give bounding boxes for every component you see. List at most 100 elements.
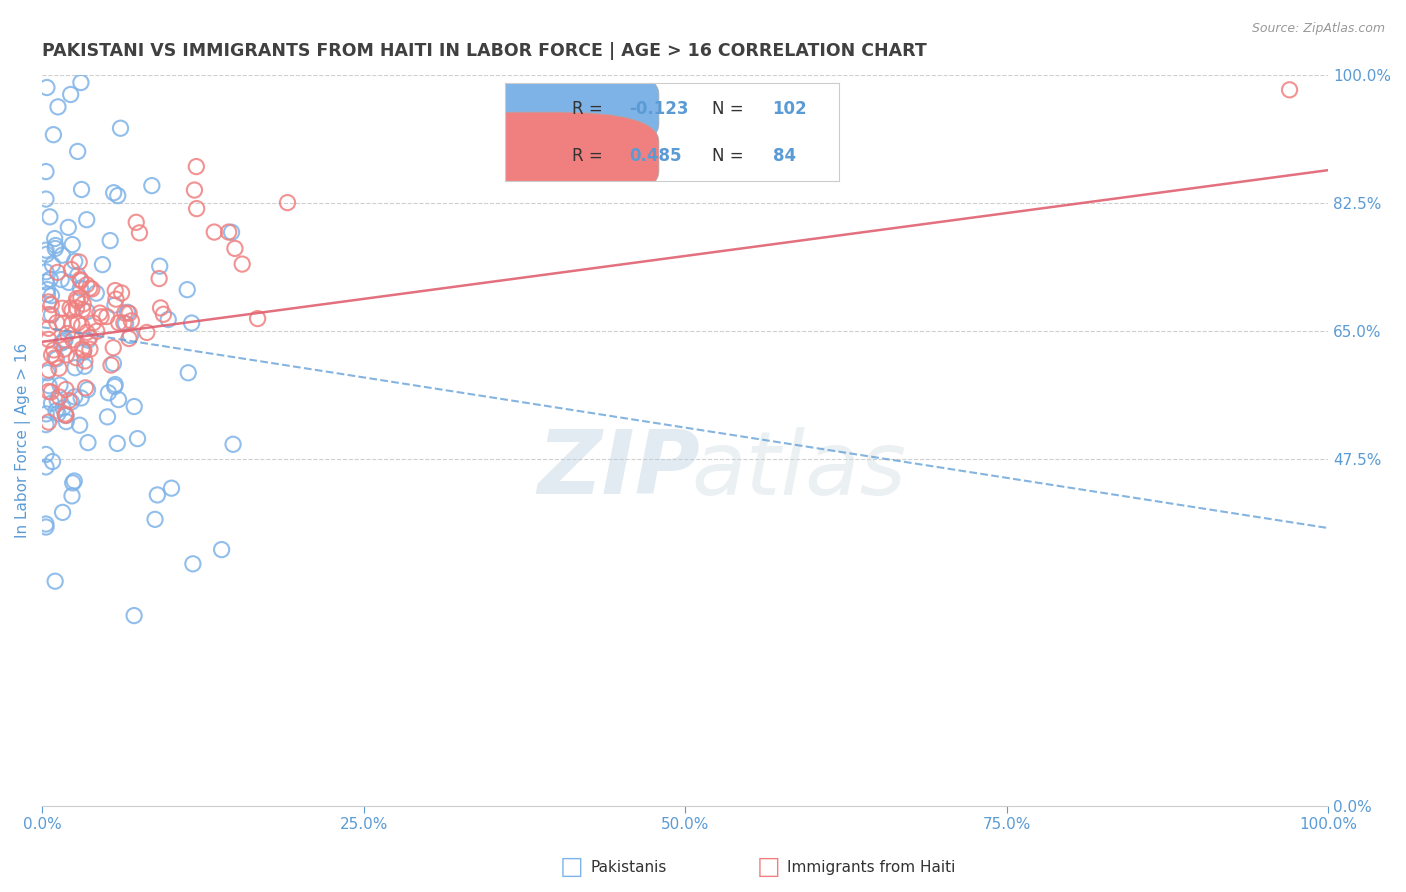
Point — [38, 384, 60, 399]
Point — [42, 343, 65, 357]
Point — [152, 307, 174, 321]
Point — [181, 557, 204, 571]
Point — [72, 345, 94, 359]
Point — [180, 316, 202, 330]
Point — [41, 308, 63, 322]
Point — [38, 321, 60, 335]
Point — [44, 242, 66, 256]
Point — [38, 363, 60, 377]
Point — [41, 258, 63, 272]
Point — [39, 272, 62, 286]
Point — [104, 284, 127, 298]
Point — [110, 121, 132, 136]
Point — [98, 234, 121, 248]
Text: ZIP: ZIP — [537, 426, 700, 513]
Point — [37, 287, 59, 301]
Point — [160, 481, 183, 495]
Point — [62, 333, 84, 347]
Point — [211, 542, 233, 557]
Point — [100, 358, 122, 372]
Point — [35, 447, 58, 461]
Point — [63, 390, 86, 404]
Point — [35, 164, 58, 178]
Point — [202, 225, 225, 239]
Y-axis label: In Labor Force | Age > 16: In Labor Force | Age > 16 — [15, 343, 31, 538]
Point — [45, 316, 67, 330]
Point — [104, 377, 127, 392]
Point — [51, 335, 73, 350]
Point — [1278, 83, 1301, 97]
Point — [63, 474, 86, 488]
Point — [38, 295, 60, 310]
Point — [69, 418, 91, 433]
Point — [82, 316, 104, 330]
Point — [51, 248, 73, 262]
Point — [70, 75, 93, 89]
Point — [60, 303, 83, 318]
Point — [55, 415, 77, 429]
Point — [66, 268, 89, 283]
Point — [45, 238, 67, 252]
Point — [104, 292, 127, 306]
Point — [176, 283, 198, 297]
Point — [72, 297, 94, 311]
Point — [60, 395, 83, 409]
Point — [46, 407, 69, 421]
Text: Immigrants from Haiti: Immigrants from Haiti — [787, 860, 956, 874]
Point — [148, 271, 170, 285]
Point — [44, 231, 66, 245]
Point — [39, 384, 62, 399]
Point — [97, 385, 120, 400]
Point — [35, 407, 58, 421]
Point — [114, 317, 136, 331]
Point — [110, 285, 132, 300]
Point — [221, 225, 243, 239]
Text: atlas: atlas — [692, 426, 907, 513]
Point — [73, 343, 96, 358]
Point — [107, 316, 129, 330]
Point — [46, 393, 69, 408]
Point — [120, 314, 142, 328]
Point — [52, 317, 75, 331]
Point — [218, 225, 240, 239]
Point — [104, 298, 127, 312]
Point — [96, 310, 118, 324]
Point — [48, 361, 70, 376]
Point — [73, 354, 96, 368]
Point — [69, 291, 91, 305]
Point — [70, 274, 93, 288]
Point — [183, 183, 205, 197]
Point — [186, 202, 208, 216]
Point — [96, 409, 118, 424]
Point — [70, 391, 93, 405]
Point — [62, 475, 84, 490]
Point — [118, 331, 141, 345]
Point — [55, 348, 77, 362]
Point — [105, 436, 128, 450]
Point — [104, 379, 127, 393]
Point — [122, 608, 145, 623]
Point — [224, 242, 246, 256]
Point — [149, 301, 172, 315]
Point — [122, 400, 145, 414]
Point — [73, 359, 96, 374]
Point — [276, 195, 298, 210]
Point — [38, 308, 60, 322]
Point — [46, 265, 69, 279]
Point — [51, 272, 73, 286]
Point — [77, 333, 100, 347]
Point — [52, 505, 75, 519]
Point — [37, 366, 59, 380]
Point — [35, 516, 58, 531]
Point — [46, 100, 69, 114]
Point — [53, 333, 76, 347]
Point — [35, 520, 58, 534]
Point — [35, 243, 58, 257]
Point — [59, 87, 82, 102]
Point — [58, 220, 80, 235]
Point — [107, 392, 129, 407]
Point — [58, 276, 80, 290]
Point — [103, 186, 125, 200]
Point — [125, 215, 148, 229]
Point — [90, 310, 112, 324]
